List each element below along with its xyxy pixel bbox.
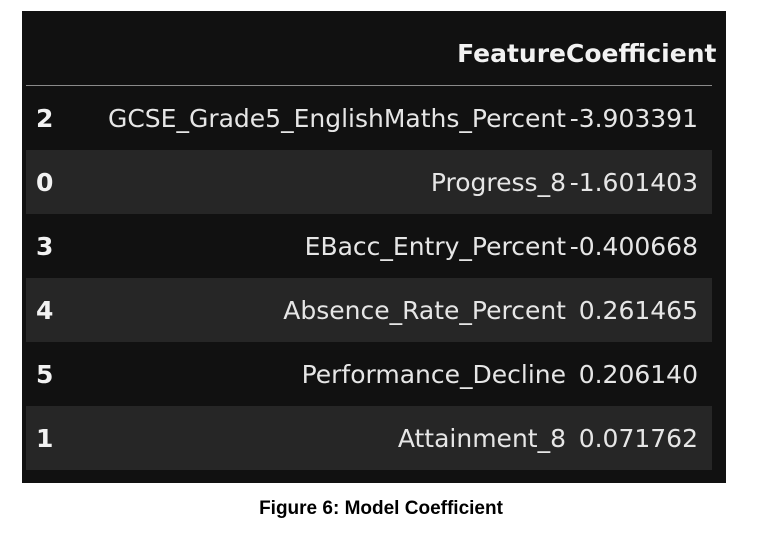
coefficient-header: Coefficient	[566, 22, 716, 86]
feature-header: Feature	[76, 22, 566, 86]
table-row: 2 GCSE_Grade5_EnglishMaths_Percent -3.90…	[26, 85, 712, 150]
figure-caption: Figure 6: Model Coefficient	[259, 498, 503, 519]
table-row: 0 Progress_8 -1.601403	[26, 150, 712, 214]
coefficient-cell: -3.903391	[566, 85, 712, 150]
table-row: 3 EBacc_Entry_Percent -0.400668	[26, 214, 712, 278]
coefficient-table: Feature Coefficient 2 GCSE_Grade5_Englis…	[26, 22, 716, 470]
dataframe-panel: Feature Coefficient 2 GCSE_Grade5_Englis…	[22, 11, 726, 483]
row-index: 4	[26, 278, 76, 342]
coefficient-cell: 0.071762	[566, 406, 712, 470]
feature-cell: GCSE_Grade5_EnglishMaths_Percent	[76, 85, 566, 150]
row-index: 2	[26, 85, 76, 150]
row-index: 5	[26, 342, 76, 406]
coefficient-cell: -1.601403	[566, 150, 712, 214]
table-row: 1 Attainment_8 0.071762	[26, 406, 712, 470]
row-index: 1	[26, 406, 76, 470]
row-index: 3	[26, 214, 76, 278]
coefficient-cell: -0.400668	[566, 214, 712, 278]
feature-cell: Attainment_8	[76, 406, 566, 470]
feature-cell: EBacc_Entry_Percent	[76, 214, 566, 278]
feature-cell: Progress_8	[76, 150, 566, 214]
coefficient-cell: 0.206140	[566, 342, 712, 406]
feature-cell: Absence_Rate_Percent	[76, 278, 566, 342]
feature-cell: Performance_Decline	[76, 342, 566, 406]
table-row: 4 Absence_Rate_Percent 0.261465	[26, 278, 712, 342]
coefficient-cell: 0.261465	[566, 278, 712, 342]
row-index: 0	[26, 150, 76, 214]
index-header	[26, 22, 76, 86]
table-row: 5 Performance_Decline 0.206140	[26, 342, 712, 406]
table-header-row: Feature Coefficient	[26, 22, 716, 86]
